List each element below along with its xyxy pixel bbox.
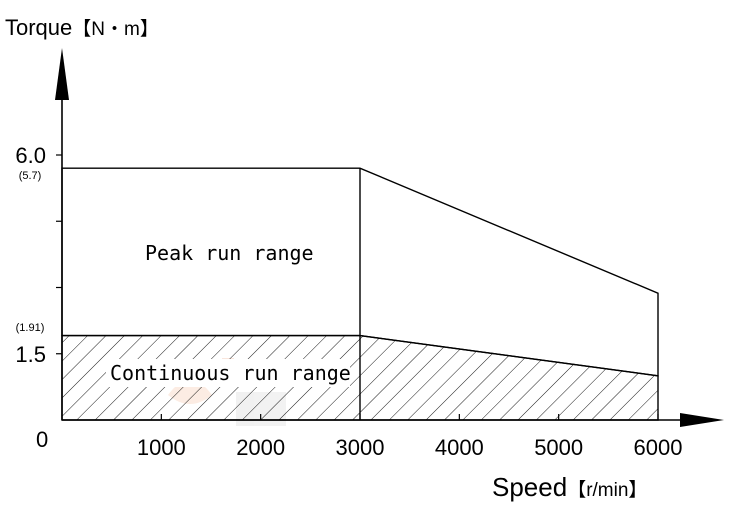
continuous-range-label: Continuous run range — [110, 361, 351, 385]
x-tick-label: 5000 — [534, 435, 583, 460]
y-ticks: 1.5 6.0 (1.91) (5.7) — [15, 143, 46, 367]
plot-regions: Peak run range Continuous run range — [61, 167, 659, 421]
x-tick-label: 2000 — [236, 435, 285, 460]
x-tick-label: 1000 — [137, 435, 186, 460]
x-ticks: 1000 2000 3000 4000 5000 6000 — [137, 414, 683, 460]
y-minor-ticks — [56, 154, 62, 355]
y-axis-title: Torque【N・m】 — [5, 15, 159, 40]
x-tick-label: 3000 — [336, 435, 385, 460]
y-axis-arrow-icon — [55, 48, 69, 100]
x-tick-label: 6000 — [634, 435, 683, 460]
x-axis-title: Speed【r/min】 — [492, 472, 647, 502]
continuous-label-bg — [106, 359, 350, 387]
origin-label: 0 — [36, 427, 48, 452]
x-tick-label: 4000 — [435, 435, 484, 460]
y-annotation-label: (1.91) — [16, 322, 45, 334]
y-annotation-label: (5.7) — [19, 170, 42, 182]
x-axis — [62, 413, 724, 427]
y-axis — [55, 48, 69, 420]
peak-range-label: Peak run range — [145, 241, 314, 265]
y-tick-label: 6.0 — [15, 143, 46, 168]
x-axis-arrow-icon — [680, 413, 724, 427]
y-tick-label: 1.5 — [15, 342, 46, 367]
